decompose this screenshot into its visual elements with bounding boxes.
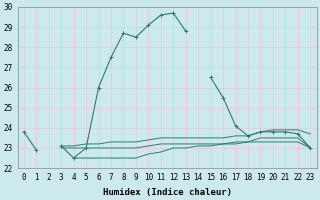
X-axis label: Humidex (Indice chaleur): Humidex (Indice chaleur)	[102, 188, 232, 197]
